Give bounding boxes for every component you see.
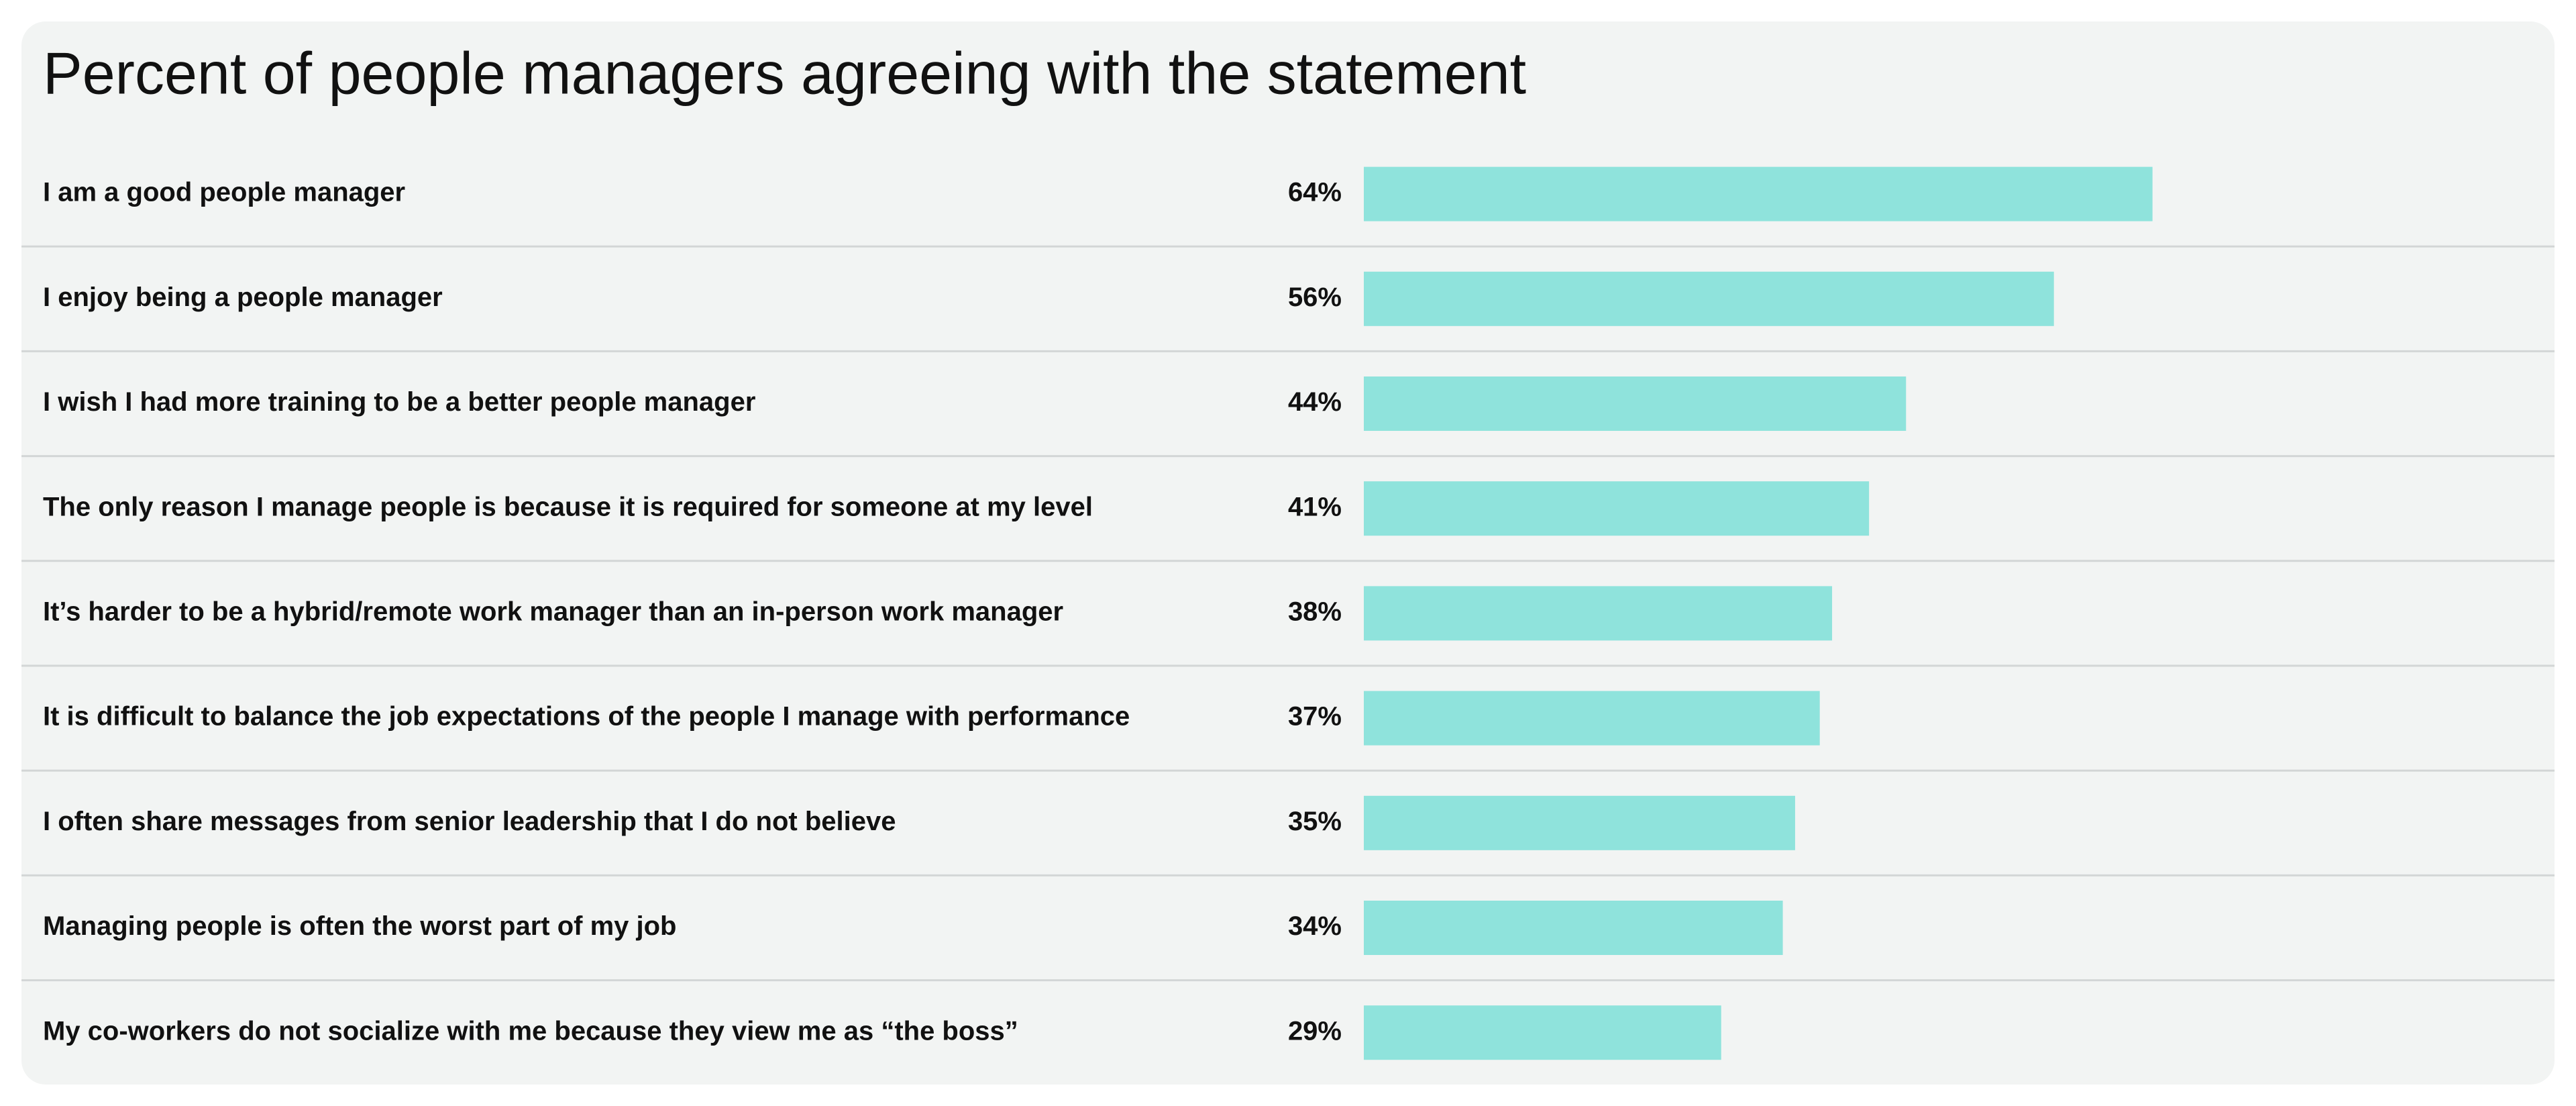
- value-label: 56%: [1288, 283, 1342, 312]
- bar: [1364, 271, 2054, 326]
- category-label: I am a good people manager: [43, 178, 405, 207]
- value-label: 35%: [1288, 807, 1342, 836]
- value-label: 34%: [1288, 911, 1342, 941]
- category-label: I wish I had more training to be a bette…: [43, 387, 755, 417]
- category-label: I enjoy being a people manager: [43, 283, 443, 312]
- value-label: 44%: [1288, 387, 1342, 417]
- bar: [1364, 586, 1833, 641]
- bar: [1364, 691, 1820, 746]
- category-label: The only reason I manage people is becau…: [43, 492, 1093, 521]
- category-label: It’s harder to be a hybrid/remote work m…: [43, 597, 1063, 626]
- bar: [1364, 1005, 1721, 1060]
- value-label: 37%: [1288, 702, 1342, 732]
- category-label: My co-workers do not socialize with me b…: [43, 1016, 1018, 1046]
- value-label: 29%: [1288, 1016, 1342, 1046]
- category-label: It is difficult to balance the job expec…: [43, 702, 1130, 732]
- bar: [1364, 901, 1783, 955]
- value-label: 41%: [1288, 492, 1342, 521]
- bar: [1364, 376, 1907, 431]
- bar: [1364, 166, 2153, 221]
- bar: [1364, 795, 1795, 850]
- rows: I am a good people manager 64% I enjoy bei…: [21, 166, 2555, 1060]
- chart-title: Percent of people managers agreeing with…: [43, 40, 1526, 106]
- bar: [1364, 481, 1870, 536]
- category-label: Managing people is often the worst part …: [43, 911, 677, 941]
- value-label: 38%: [1288, 597, 1342, 626]
- value-label: 64%: [1288, 178, 1342, 207]
- category-label: I often share messages from senior leade…: [43, 807, 896, 836]
